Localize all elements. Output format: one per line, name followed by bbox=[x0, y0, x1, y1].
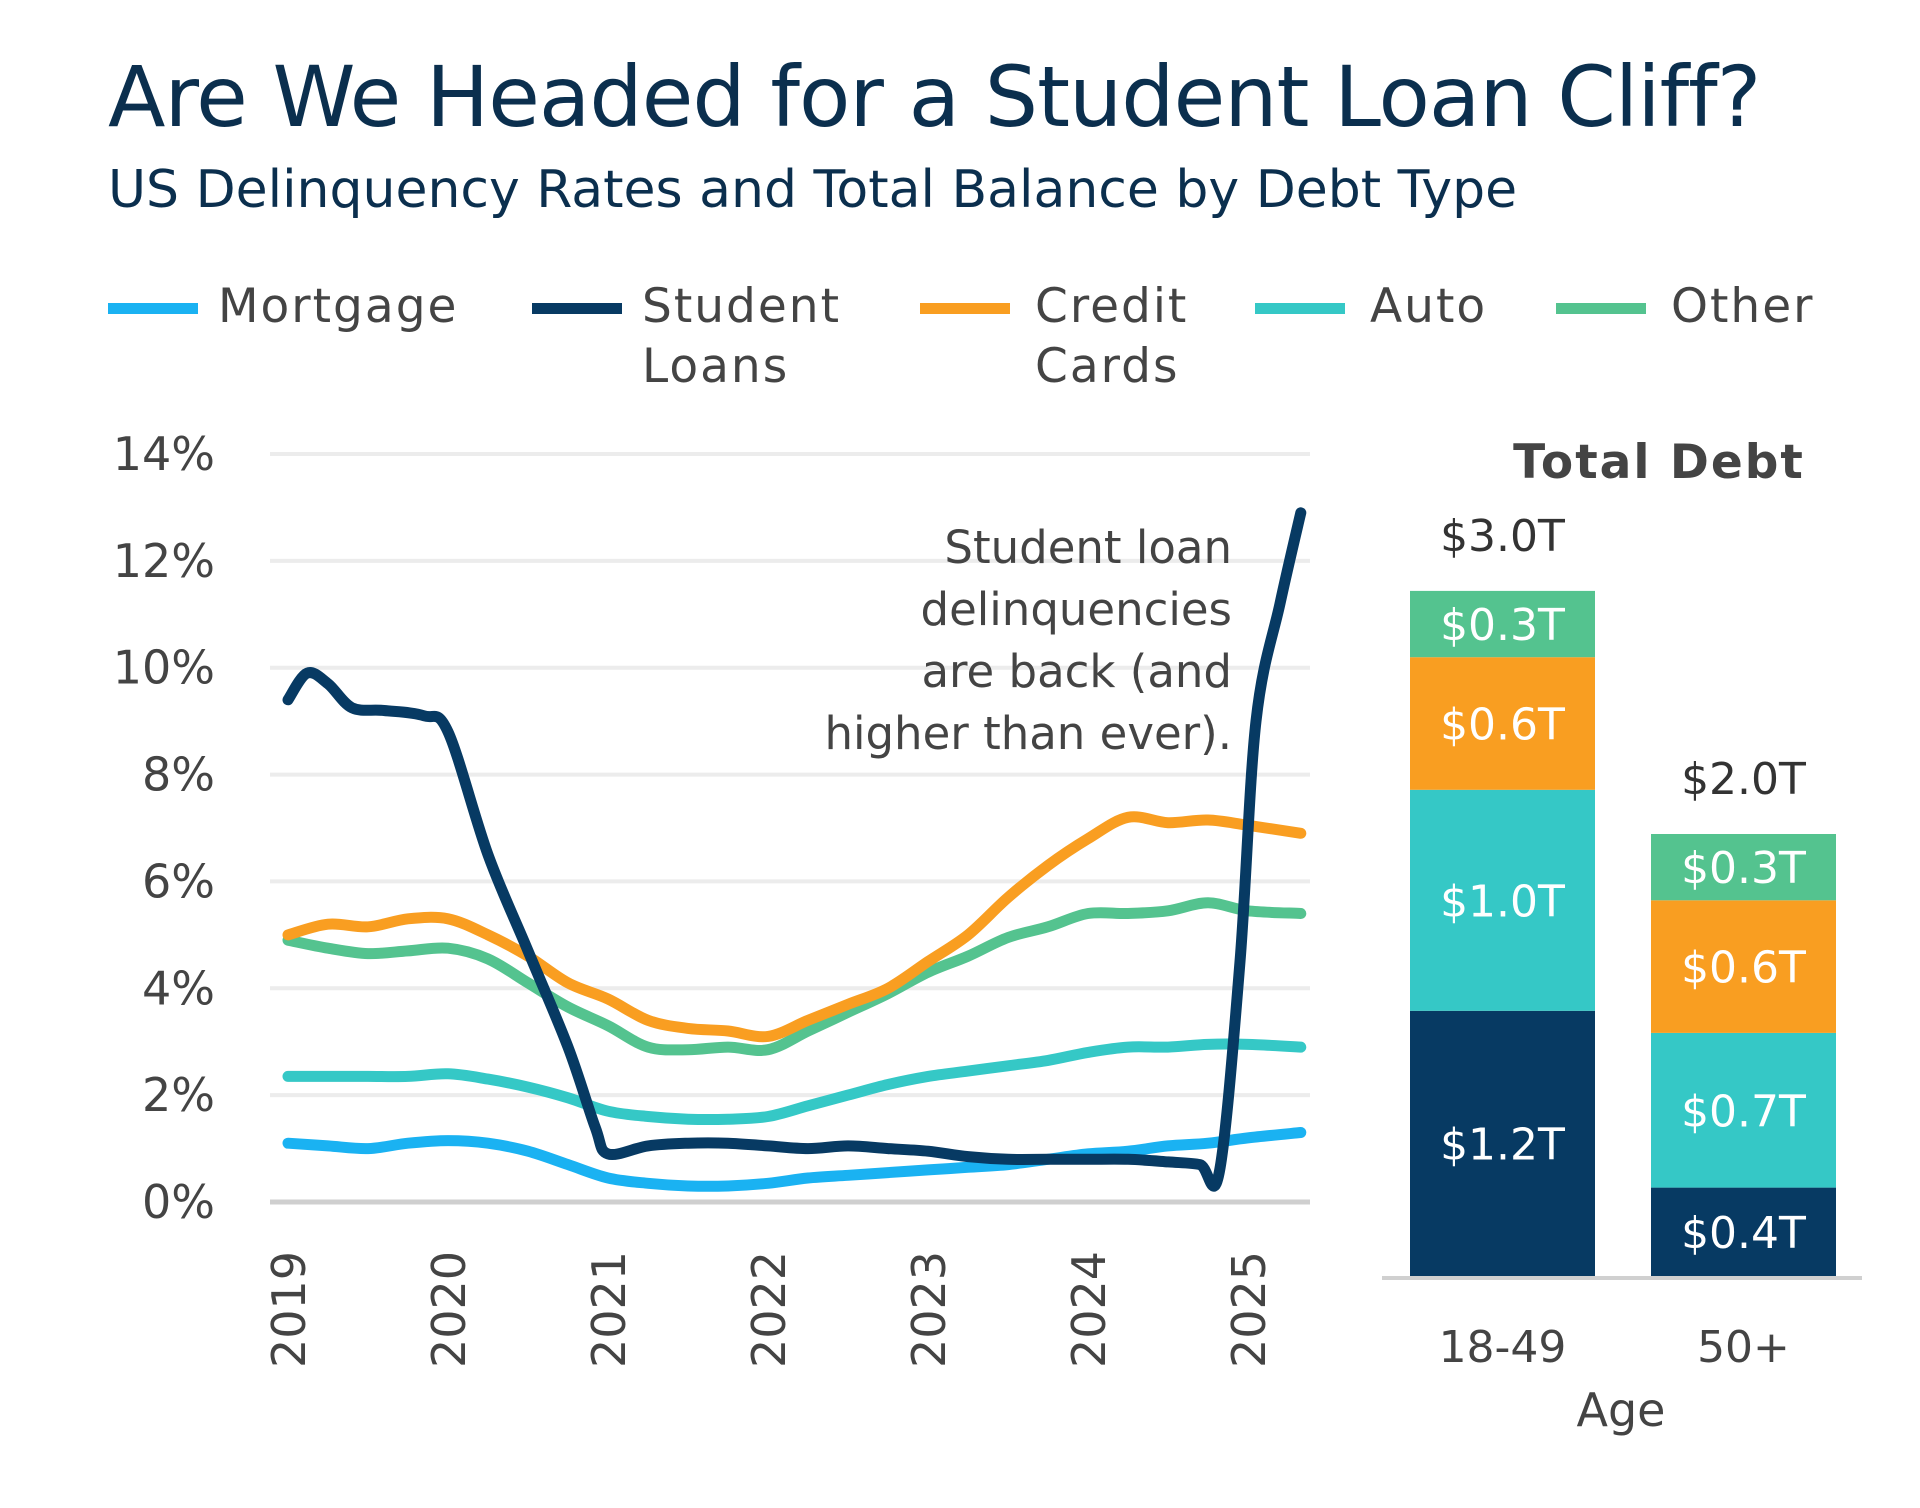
x-tick-label: 2020 bbox=[422, 1251, 476, 1368]
bar-segment bbox=[1651, 1032, 1836, 1188]
bar-x-axis-title: Age bbox=[1577, 1383, 1666, 1437]
chart-title: Are We Headed for a Student Loan Cliff? bbox=[108, 48, 1761, 146]
annotation-text: higher than ever). bbox=[824, 707, 1232, 760]
bar-segment bbox=[1410, 590, 1595, 658]
bar-segment-label: $1.0T bbox=[1440, 876, 1565, 927]
bar-segment bbox=[1651, 834, 1836, 901]
legend-label-1: Loans bbox=[642, 339, 789, 394]
bar-segment bbox=[1410, 657, 1595, 790]
bar-segment bbox=[1651, 1187, 1836, 1276]
annotation-text: delinquencies bbox=[921, 583, 1232, 636]
bar-segment-label: $0.3T bbox=[1681, 843, 1806, 894]
x-tick-label: 2023 bbox=[902, 1251, 956, 1368]
y-tick-label: 4% bbox=[142, 961, 215, 1015]
bar-segment-label: $0.4T bbox=[1681, 1208, 1806, 1259]
y-tick-label: 2% bbox=[142, 1068, 215, 1122]
annotation-text: Student loan bbox=[944, 521, 1232, 574]
legend-label-1: Student bbox=[642, 279, 841, 334]
series-line-mortgage bbox=[282, 1127, 1307, 1192]
bar-segment-label: $0.7T bbox=[1681, 1086, 1806, 1137]
bar-category-label: 18-49 bbox=[1439, 1322, 1567, 1373]
x-tick-label: 2022 bbox=[742, 1251, 796, 1368]
bar-segment bbox=[1410, 1010, 1595, 1276]
x-tick-label: 2021 bbox=[582, 1251, 636, 1368]
legend-swatch-0 bbox=[108, 303, 198, 314]
bar-total-label: $3.0T bbox=[1440, 511, 1565, 562]
series-line-credit-cards bbox=[282, 811, 1307, 1043]
legend-swatch-2 bbox=[920, 303, 1010, 314]
bar-segment bbox=[1651, 900, 1836, 1033]
legend-label-2: Credit bbox=[1035, 279, 1188, 334]
y-tick-label: 14% bbox=[113, 427, 215, 481]
x-tick-label: 2024 bbox=[1062, 1251, 1116, 1368]
bar-segment-label: $1.2T bbox=[1440, 1119, 1565, 1170]
legend-label-3: Auto bbox=[1370, 279, 1487, 334]
chart-subtitle: US Delinquency Rates and Total Balance b… bbox=[108, 160, 1518, 220]
legend-swatch-3 bbox=[1255, 303, 1345, 314]
bar-segment bbox=[1410, 789, 1595, 1011]
bar-segment-label: $0.3T bbox=[1440, 600, 1565, 651]
annotation-text: are back (and bbox=[921, 645, 1232, 698]
legend-label-4: Other bbox=[1671, 279, 1814, 334]
legend-swatch-1 bbox=[532, 303, 622, 314]
y-tick-label: 8% bbox=[142, 748, 215, 802]
series-line-auto bbox=[282, 1038, 1307, 1125]
x-tick-label: 2019 bbox=[262, 1251, 316, 1368]
y-tick-label: 10% bbox=[113, 641, 215, 695]
legend-label-0: Mortgage bbox=[218, 279, 458, 334]
series-line-student-loans bbox=[282, 507, 1307, 1192]
y-tick-label: 6% bbox=[142, 854, 215, 908]
legend-label-2: Cards bbox=[1035, 339, 1179, 394]
legend-swatch-4 bbox=[1556, 303, 1646, 314]
bar-segment-label: $0.6T bbox=[1440, 700, 1565, 751]
x-tick-label: 2025 bbox=[1222, 1251, 1276, 1368]
bar-chart-title: Total Debt bbox=[1513, 435, 1805, 490]
bar-category-label: 50+ bbox=[1697, 1322, 1790, 1373]
series-line-other bbox=[282, 897, 1307, 1056]
bar-total-label: $2.0T bbox=[1681, 754, 1806, 805]
bar-segment-label: $0.6T bbox=[1681, 943, 1806, 994]
y-tick-label: 0% bbox=[142, 1175, 215, 1229]
y-tick-label: 12% bbox=[113, 534, 215, 588]
